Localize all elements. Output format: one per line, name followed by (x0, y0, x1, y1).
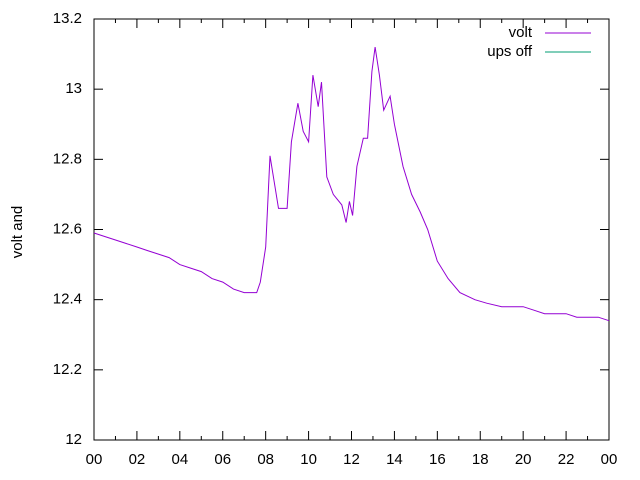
x-tick-label: 16 (429, 451, 446, 468)
x-tick-label: 00 (86, 451, 103, 468)
x-tick-label: 22 (558, 451, 575, 468)
y-tick-label: 13 (65, 80, 82, 97)
x-tick-label: 20 (515, 451, 532, 468)
plot-frame (93, 18, 610, 441)
x-tick-label: 06 (214, 451, 231, 468)
x-tick-label: 12 (343, 451, 360, 468)
y-tick-label: 12.4 (53, 291, 82, 308)
x-tick-label: 18 (472, 451, 489, 468)
x-tick-label: 14 (386, 451, 403, 468)
y-tick-label: 12 (65, 431, 82, 448)
legend-label: volt (509, 24, 533, 41)
y-tick-label: 13.2 (53, 10, 82, 27)
y-tick-label: 12.8 (53, 150, 82, 167)
line (93, 47, 610, 322)
x-tick-label: 04 (171, 451, 188, 468)
x-tick-label: 00 (601, 451, 618, 468)
y-tick-label: 12.2 (53, 361, 82, 378)
y-tick-label: 12.6 (53, 220, 82, 237)
x-tick-label: 10 (300, 451, 317, 468)
y-axis-label: volt and (9, 206, 26, 259)
x-tick-label: 08 (257, 451, 274, 468)
x-tick-label: 02 (129, 451, 146, 468)
legend-label: ups off (487, 43, 533, 60)
